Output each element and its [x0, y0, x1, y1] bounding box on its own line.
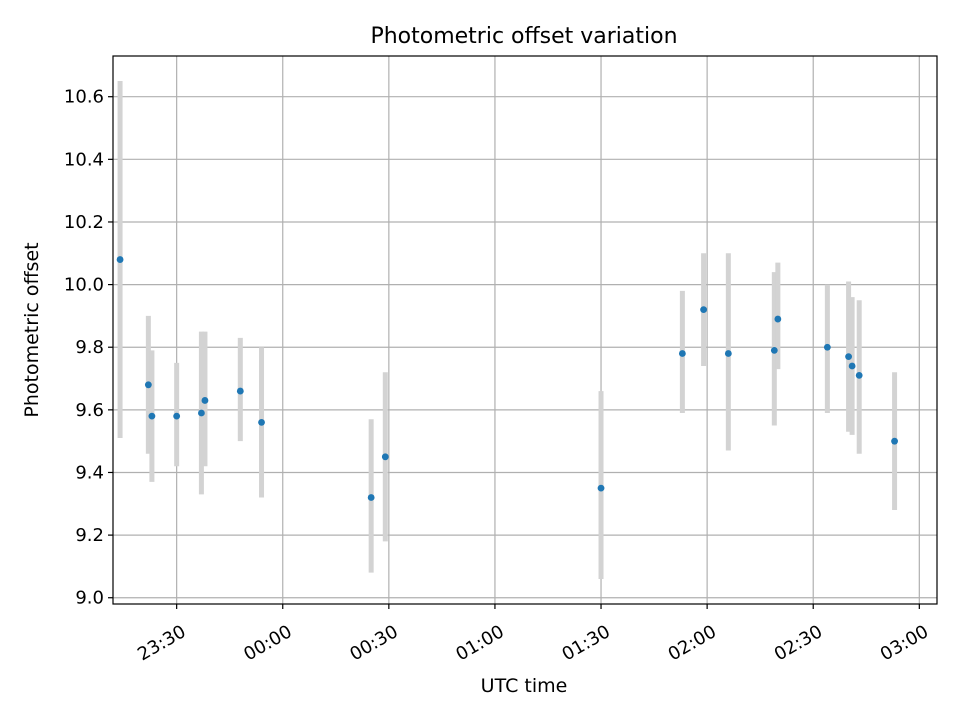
- grid: [113, 56, 937, 604]
- y-tick-label: 10.2: [64, 212, 104, 233]
- data-point: [597, 484, 605, 492]
- data-point: [198, 409, 205, 417]
- data-point: [258, 418, 265, 426]
- x-tick-label: 00:30: [346, 621, 401, 665]
- error-bars: [117, 81, 898, 579]
- y-tick-label: 9.0: [75, 588, 104, 609]
- x-tick-label: 01:00: [452, 621, 507, 665]
- y-tick-label: 10.0: [64, 275, 104, 296]
- x-tick-label: 02:30: [771, 621, 826, 665]
- y-tick-label: 9.2: [75, 525, 104, 546]
- x-axis: 23:30 00:00 00:30 01:00 01:30 02:00 02:30 03:00: [134, 604, 932, 665]
- y-axis-label: Photometric offset: [21, 242, 43, 417]
- data-point: [116, 256, 124, 263]
- data-points: [116, 256, 898, 501]
- chart-title: Photometric offset variation: [370, 24, 677, 49]
- y-tick-label: 10.6: [64, 87, 104, 108]
- x-tick-label: 01:30: [559, 621, 614, 665]
- data-point: [201, 397, 209, 404]
- data-point: [891, 437, 898, 445]
- y-tick-label: 10.4: [64, 149, 104, 170]
- x-tick-label: 03:00: [877, 621, 932, 665]
- plot-frame: [112, 55, 938, 605]
- data-point: [770, 346, 778, 354]
- data-point: [144, 381, 152, 389]
- x-tick-label: 00:00: [240, 621, 295, 665]
- x-axis-label: UTC time: [481, 675, 568, 697]
- x-tick-label: 23:30: [134, 621, 189, 665]
- data-point: [236, 387, 244, 395]
- x-tick-label: 02:00: [665, 621, 720, 665]
- data-point: [381, 453, 389, 461]
- data-point: [173, 412, 181, 420]
- data-point: [848, 362, 856, 370]
- data-point: [845, 353, 852, 361]
- y-tick-label: 9.4: [75, 462, 104, 483]
- y-tick-label: 9.8: [75, 337, 104, 358]
- data-point: [724, 350, 732, 357]
- y-axis: 9.0 9.2 9.4 9.6 9.8 10.0 10.2 10.4 10.6: [64, 87, 113, 609]
- data-point: [148, 412, 156, 420]
- data-point: [678, 350, 686, 357]
- data-point: [823, 343, 831, 351]
- data-point: [700, 306, 707, 314]
- data-point: [855, 372, 863, 379]
- data-point: [367, 494, 375, 501]
- data-point: [774, 315, 782, 323]
- y-tick-label: 9.6: [75, 400, 104, 421]
